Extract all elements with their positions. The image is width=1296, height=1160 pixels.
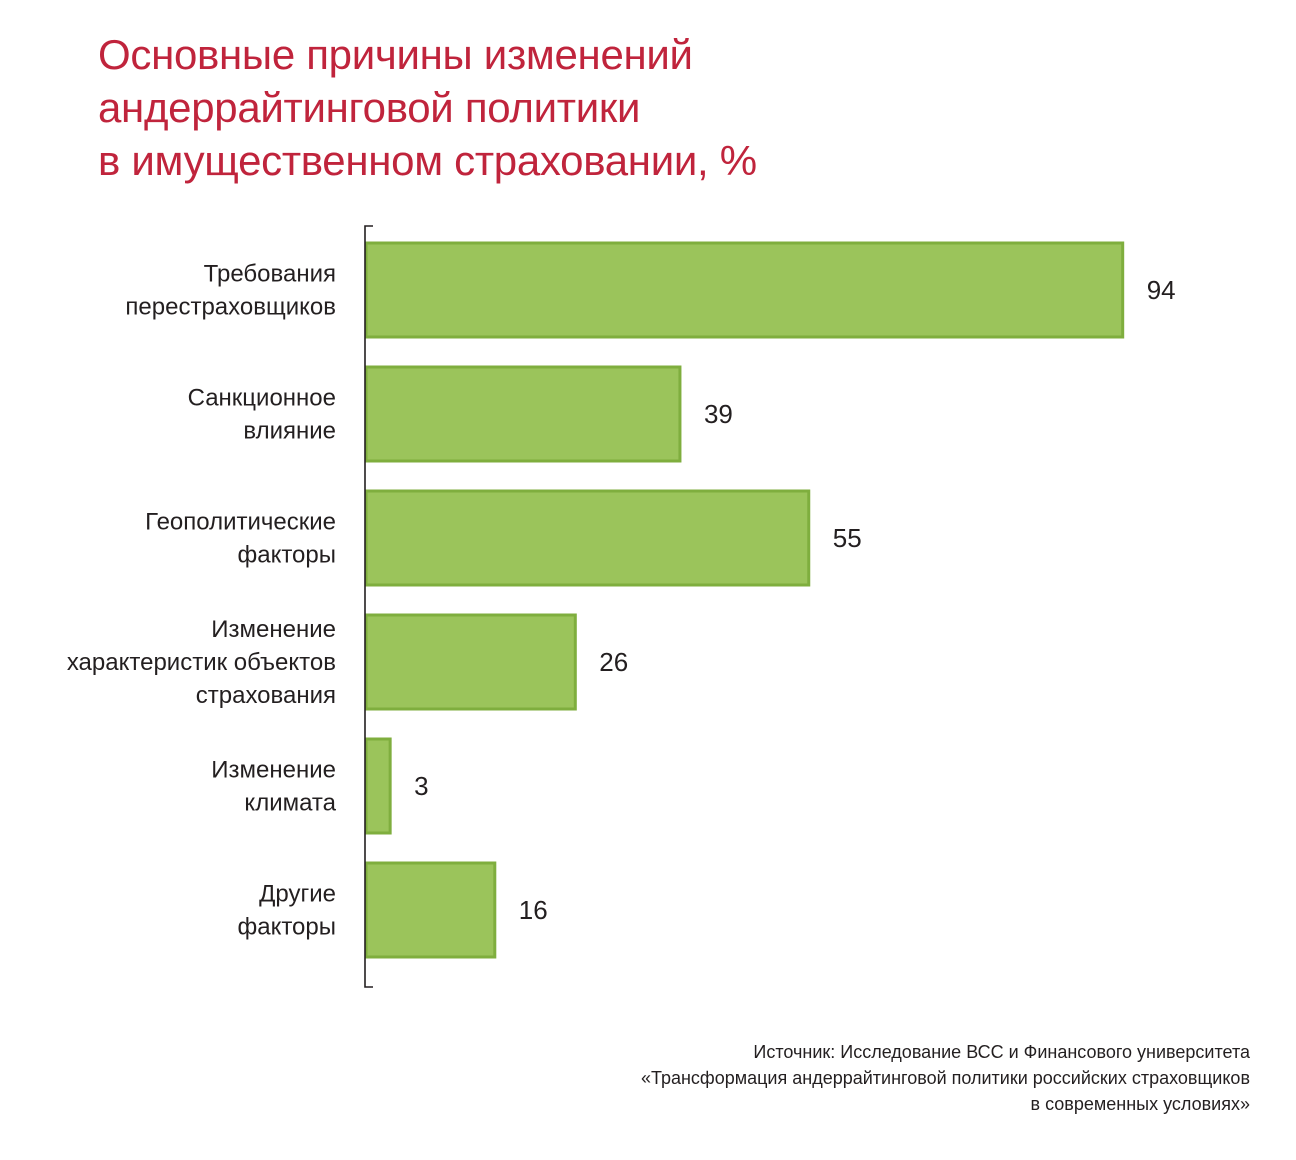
category-label-4-line-1: Изменение xyxy=(211,616,336,643)
bar-2 xyxy=(364,365,682,463)
category-label-4-line-3: страхования xyxy=(196,682,336,709)
source-line-1: Источник: Исследование ВСС и Финансового… xyxy=(753,1042,1250,1062)
chart-title-line-2: андеррайтинговой политики xyxy=(98,84,641,131)
bar-4 xyxy=(364,613,577,711)
value-label-1: 94 xyxy=(1147,275,1176,305)
category-label-1-line-2: перестраховщиков xyxy=(125,294,336,321)
chart-title: Основные причины изменений андеррайтинго… xyxy=(98,28,1198,187)
value-label-4: 26 xyxy=(599,647,628,677)
category-label-2-line-1: Санкционное xyxy=(188,385,336,412)
value-label-5: 3 xyxy=(414,771,428,801)
bars-layer xyxy=(364,241,1125,959)
value-label-3: 55 xyxy=(833,523,862,553)
category-label-4-line-2: характеристик объектов xyxy=(67,649,336,676)
chart-title-line-3: в имущественном страховании, % xyxy=(98,137,757,184)
bar-3 xyxy=(364,489,811,587)
source-line-3: в современных условиях» xyxy=(1030,1094,1250,1114)
value-label-2: 39 xyxy=(704,399,733,429)
chart-title-line-1: Основные причины изменений xyxy=(98,31,693,78)
category-label-3-line-2: факторы xyxy=(237,542,336,569)
category-label-6-line-2: факторы xyxy=(237,914,336,941)
category-label-6-line-1: Другие xyxy=(259,881,336,908)
source-note: Источник: Исследование ВСС и Финансового… xyxy=(641,1039,1250,1117)
category-label-5-line-1: Изменение xyxy=(211,757,336,784)
value-label-6: 16 xyxy=(519,895,548,925)
bar-chart: 94 Требования перестраховщиков 39 Санкционно… xyxy=(67,225,1176,988)
category-label-2-line-2: влияние xyxy=(243,418,336,445)
category-label-1-line-1: Требования xyxy=(204,261,336,288)
bar-6 xyxy=(364,861,497,959)
source-line-2: «Трансформация андеррайтинговой политики… xyxy=(640,1068,1250,1088)
category-label-3-line-1: Геополитические xyxy=(145,509,336,536)
labels-layer: 94 Требования перестраховщиков 39 Санкционно… xyxy=(67,261,1176,941)
category-axis-bracket xyxy=(364,225,373,988)
category-label-5-line-2: климата xyxy=(244,790,336,817)
bar-1 xyxy=(364,241,1125,339)
bar-5 xyxy=(364,737,392,835)
